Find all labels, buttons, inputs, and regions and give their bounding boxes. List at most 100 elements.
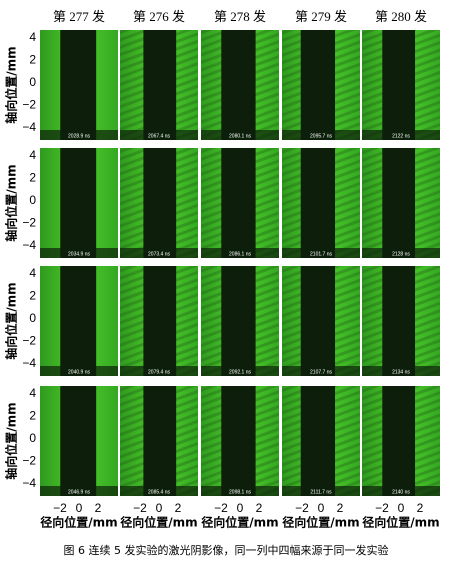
y-tick-label: 0 xyxy=(29,193,36,207)
x-tick-label: −2 xyxy=(375,501,389,515)
x-axis-label: 径向位置/mm xyxy=(282,515,359,530)
shadow-channel xyxy=(60,30,97,140)
caption: 图 6 连续 5 发实验的激光阴影像，同一列中四幅来源于同一发实验 xyxy=(64,543,389,557)
shadow-channel xyxy=(60,148,97,258)
time-label: 2140 ns xyxy=(392,489,410,495)
x-tick-label: 0 xyxy=(398,501,405,515)
time-label: 2122 ns xyxy=(392,133,410,139)
x-tick-label: 2 xyxy=(256,501,263,515)
y-tick-label: −2 xyxy=(22,98,36,112)
x-tick-label: 0 xyxy=(76,501,83,515)
panel-bottom xyxy=(120,130,198,140)
shadow-channel xyxy=(221,386,256,496)
shadow-channel xyxy=(300,266,336,376)
y-tick-label: −2 xyxy=(22,334,36,348)
y-tick-label: 2 xyxy=(29,171,36,185)
time-label: 2079.4 ns xyxy=(148,369,170,375)
time-label: 2028.9 ns xyxy=(68,133,90,139)
x-tick-label: −2 xyxy=(295,501,309,515)
time-label: 2067.4 ns xyxy=(148,133,170,139)
shadow-channel xyxy=(143,386,177,496)
y-tick-label: −4 xyxy=(22,238,36,252)
panel-bottom xyxy=(362,486,440,496)
y-axis-label: 轴向位置/mm xyxy=(4,164,19,241)
shadow-channel xyxy=(382,148,416,258)
panel-bottom xyxy=(40,366,118,376)
x-tick-label: 2 xyxy=(337,501,344,515)
column-title: 第 276 发 xyxy=(133,9,185,24)
panel-bottom xyxy=(120,248,198,258)
x-tick-label: 0 xyxy=(156,501,163,515)
x-tick-label: 2 xyxy=(95,501,102,515)
y-axis-label: 轴向位置/mm xyxy=(4,46,19,123)
y-tick-label: 2 xyxy=(29,289,36,303)
y-axis-label: 轴向位置/mm xyxy=(4,282,19,359)
panel-bottom xyxy=(362,366,440,376)
time-label: 2034.9 ns xyxy=(68,251,90,257)
panel-bottom xyxy=(40,486,118,496)
time-label: 2101.7 ns xyxy=(310,251,332,257)
time-label: 2086.1 ns xyxy=(229,251,251,257)
column-title: 第 280 发 xyxy=(375,9,427,24)
shadow-channel xyxy=(221,266,256,376)
x-axis-label: 径向位置/mm xyxy=(201,515,278,530)
x-axis-label: 径向位置/mm xyxy=(40,515,117,530)
shadow-channel xyxy=(221,30,256,140)
y-tick-label: 2 xyxy=(29,409,36,423)
x-axis-label: 径向位置/mm xyxy=(362,515,439,530)
x-axis-label: 径向位置/mm xyxy=(120,515,197,530)
y-tick-label: −4 xyxy=(22,120,36,134)
panel-bottom xyxy=(120,486,198,496)
time-label: 2098.1 ns xyxy=(229,489,251,495)
panel-bottom xyxy=(40,130,118,140)
time-label: 2073.4 ns xyxy=(148,251,170,257)
shadow-channel xyxy=(300,386,336,496)
shadow-channel xyxy=(143,266,177,376)
time-label: 2128 ns xyxy=(392,251,410,257)
panel-bottom xyxy=(282,130,360,140)
panel-bottom xyxy=(282,486,360,496)
panel-bottom xyxy=(120,366,198,376)
y-tick-label: 4 xyxy=(29,266,36,280)
time-label: 2080.1 ns xyxy=(229,133,251,139)
x-tick-label: −2 xyxy=(214,501,228,515)
x-tick-label: −2 xyxy=(53,501,67,515)
panel-bottom xyxy=(201,130,279,140)
y-tick-label: −4 xyxy=(22,356,36,370)
time-label: 2107.7 ns xyxy=(310,369,332,375)
panel-bottom xyxy=(282,366,360,376)
y-tick-label: 4 xyxy=(29,30,36,44)
panel-bottom xyxy=(362,130,440,140)
x-tick-label: 0 xyxy=(318,501,325,515)
time-label: 2092.1 ns xyxy=(229,369,251,375)
time-label: 2095.7 ns xyxy=(310,133,332,139)
y-tick-label: −2 xyxy=(22,454,36,468)
panel-bottom xyxy=(40,248,118,258)
y-tick-label: 2 xyxy=(29,53,36,67)
column-title: 第 279 发 xyxy=(295,9,347,24)
y-tick-label: 0 xyxy=(29,311,36,325)
shadow-channel xyxy=(60,386,97,496)
y-tick-label: 4 xyxy=(29,148,36,162)
panel-bottom xyxy=(201,248,279,258)
panel-bottom xyxy=(201,486,279,496)
y-tick-label: 0 xyxy=(29,431,36,445)
shadow-channel xyxy=(382,30,416,140)
column-title: 第 277 发 xyxy=(53,9,105,24)
shadow-channel xyxy=(300,148,336,258)
x-tick-label: 0 xyxy=(237,501,244,515)
shadow-channel xyxy=(382,266,416,376)
x-tick-label: 2 xyxy=(175,501,182,515)
shadow-channel xyxy=(143,148,177,258)
shadow-channel xyxy=(300,30,336,140)
y-tick-label: 4 xyxy=(29,386,36,400)
time-label: 2111.7 ns xyxy=(310,489,332,495)
shadow-channel xyxy=(60,266,97,376)
time-label: 2085.4 ns xyxy=(148,489,170,495)
y-tick-label: −4 xyxy=(22,476,36,490)
panel-bottom xyxy=(362,248,440,258)
panel-bottom xyxy=(282,248,360,258)
shadow-channel xyxy=(221,148,256,258)
y-tick-label: −2 xyxy=(22,216,36,230)
y-tick-label: 0 xyxy=(29,75,36,89)
